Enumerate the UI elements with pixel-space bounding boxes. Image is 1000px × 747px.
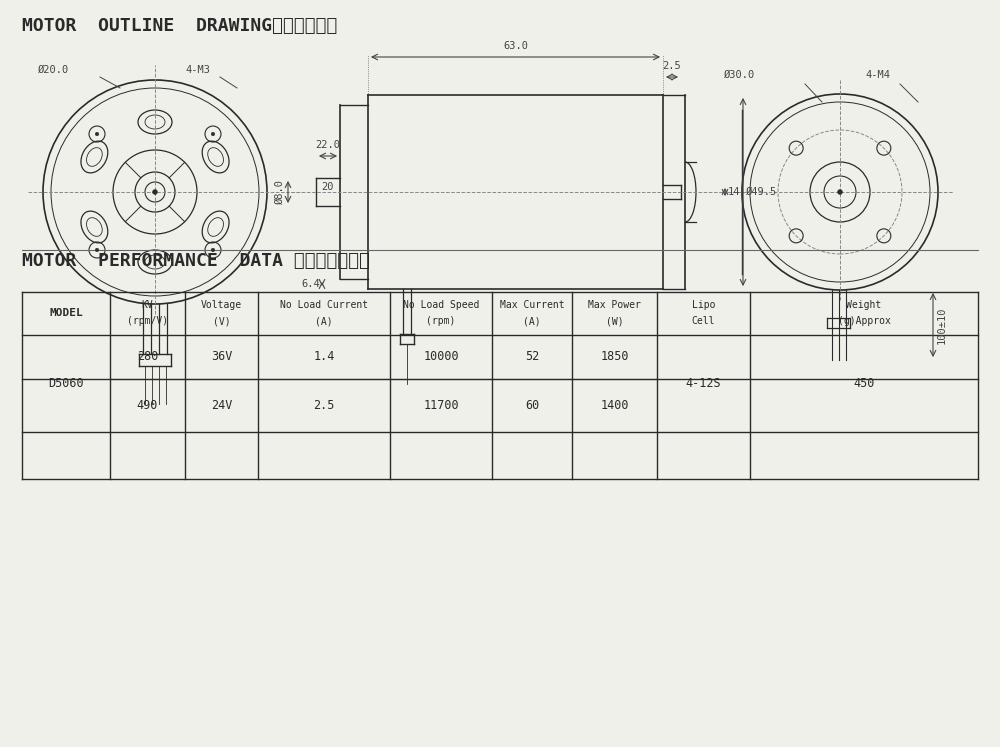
Text: (rpm): (rpm) <box>426 317 456 326</box>
Text: 1400: 1400 <box>600 399 629 412</box>
Text: D5060: D5060 <box>48 377 84 390</box>
Text: 2.5: 2.5 <box>663 61 681 71</box>
Text: Ø8.0: Ø8.0 <box>275 179 285 205</box>
Text: (W): (W) <box>606 317 623 326</box>
Text: 10000: 10000 <box>423 350 459 364</box>
Text: (g)Approx: (g)Approx <box>838 317 890 326</box>
Text: 1.4: 1.4 <box>313 350 335 364</box>
Text: 36V: 36V <box>211 350 232 364</box>
Text: 280: 280 <box>137 350 158 364</box>
Text: 52: 52 <box>525 350 539 364</box>
Text: MOTOR  OUTLINE  DRAWING（外形图）：: MOTOR OUTLINE DRAWING（外形图）： <box>22 17 337 35</box>
Text: No Load Speed: No Load Speed <box>403 300 479 311</box>
Text: 4-M3: 4-M3 <box>185 65 210 75</box>
Text: 1850: 1850 <box>600 350 629 364</box>
Text: 2.5: 2.5 <box>313 399 335 412</box>
Text: 11700: 11700 <box>423 399 459 412</box>
Text: 6.4: 6.4 <box>301 279 320 289</box>
Text: (rpm/V): (rpm/V) <box>127 317 168 326</box>
Text: 20: 20 <box>322 182 334 192</box>
Text: Voltage: Voltage <box>201 300 242 311</box>
Text: (A): (A) <box>523 317 541 326</box>
Circle shape <box>95 248 99 252</box>
Text: 4-M4: 4-M4 <box>865 70 890 80</box>
Text: Max Power: Max Power <box>588 300 641 311</box>
Text: 450: 450 <box>853 377 875 390</box>
Text: Cell: Cell <box>692 317 715 326</box>
Circle shape <box>838 190 842 194</box>
Text: Ø49.5: Ø49.5 <box>746 187 777 197</box>
Text: 100±10: 100±10 <box>937 306 947 344</box>
Text: MOTOR  PERFORMANCE  DATA （性能参数）：: MOTOR PERFORMANCE DATA （性能参数）： <box>22 252 370 270</box>
Text: (V): (V) <box>213 317 230 326</box>
Text: 24V: 24V <box>211 399 232 412</box>
Text: Max Current: Max Current <box>500 300 564 311</box>
Text: Weight: Weight <box>846 300 882 311</box>
Text: Lipo: Lipo <box>692 300 715 311</box>
Circle shape <box>95 132 99 136</box>
Text: No Load Current: No Load Current <box>280 300 368 311</box>
Circle shape <box>152 190 158 194</box>
Text: 490: 490 <box>137 399 158 412</box>
Text: 63.0: 63.0 <box>503 41 528 51</box>
Text: (A): (A) <box>315 317 333 326</box>
Circle shape <box>211 132 215 136</box>
Text: 22.0: 22.0 <box>316 140 340 150</box>
Text: Ø20.0: Ø20.0 <box>38 65 69 75</box>
Text: 60: 60 <box>525 399 539 412</box>
Text: 14: 14 <box>728 187 740 197</box>
Text: MODEL: MODEL <box>49 309 83 318</box>
Text: KV: KV <box>142 300 153 311</box>
Text: Ø30.0: Ø30.0 <box>724 70 755 80</box>
Text: 4-12S: 4-12S <box>686 377 721 390</box>
Circle shape <box>211 248 215 252</box>
